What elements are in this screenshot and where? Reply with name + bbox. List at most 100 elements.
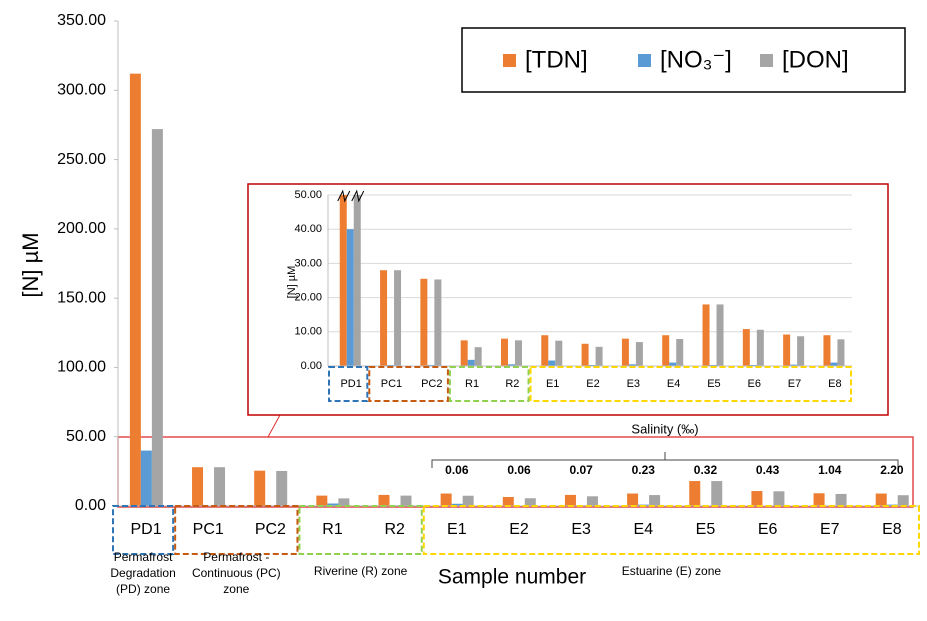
bar — [813, 493, 825, 506]
axis-break — [351, 189, 365, 203]
y-axis-label: [N] µM — [18, 232, 43, 297]
bar — [254, 470, 266, 506]
x-tick-label: PD1 — [131, 521, 162, 538]
zone-label: Permafrost -Continuous (PC) zone — [192, 550, 281, 596]
zone-label: Estuarine (E) zone — [622, 564, 722, 578]
x-tick-label: E5 — [707, 378, 720, 390]
legend-label: [DON] — [782, 46, 849, 73]
bar — [394, 270, 402, 366]
salinity-value: 0.43 — [756, 463, 780, 477]
x-tick-label: R1 — [465, 378, 479, 390]
salinity-value: 0.23 — [632, 463, 656, 477]
x-tick-label: E1 — [546, 378, 559, 390]
bar — [627, 493, 639, 506]
x-tick-label: E3 — [571, 521, 591, 538]
bar — [514, 340, 522, 366]
bar — [192, 467, 204, 506]
bar — [339, 195, 347, 367]
zone-box — [448, 366, 530, 402]
x-tick-label: E1 — [447, 521, 467, 538]
bar — [541, 335, 549, 366]
bar — [581, 343, 589, 366]
bar — [214, 467, 226, 506]
bar — [875, 493, 887, 506]
y-tick-label: 100.00 — [57, 359, 106, 376]
x-tick-label: R2 — [384, 521, 405, 538]
zone-box — [368, 366, 449, 402]
salinity-value: 0.06 — [507, 463, 531, 477]
salinity-value: 0.32 — [694, 463, 718, 477]
zoom-connector — [267, 414, 281, 438]
y-tick-label: 250.00 — [57, 151, 106, 168]
x-axis-label: Sample number — [438, 566, 586, 589]
y-tick-label: 350.00 — [57, 12, 106, 29]
x-tick-label: R1 — [322, 521, 343, 538]
x-tick-label: E7 — [788, 378, 801, 390]
bar — [595, 346, 603, 366]
bar — [635, 342, 643, 366]
bar — [502, 496, 514, 506]
legend-swatch — [638, 54, 651, 67]
bar — [507, 364, 515, 366]
y-tick-label: 30.00 — [294, 257, 322, 269]
bar — [716, 304, 724, 366]
bar — [830, 362, 838, 366]
bar — [338, 498, 350, 506]
zone-box — [298, 505, 423, 555]
bar — [797, 336, 805, 366]
bar — [346, 229, 354, 366]
bar — [327, 503, 339, 506]
bar — [467, 359, 475, 366]
bar — [621, 338, 629, 366]
inset-y-axis-label: [N] µM — [286, 266, 298, 299]
bar — [823, 335, 831, 366]
bar — [353, 195, 361, 366]
bar — [709, 364, 717, 366]
bar — [702, 304, 710, 366]
y-tick-label: 50.00 — [294, 189, 322, 201]
bar — [276, 470, 288, 506]
bar — [387, 364, 395, 366]
bar — [711, 481, 723, 506]
x-tick-label: E6 — [747, 378, 760, 390]
bar — [440, 493, 452, 506]
bar — [378, 494, 390, 506]
axis-break — [337, 189, 351, 203]
y-tick-label: 50.00 — [66, 428, 106, 445]
bar — [434, 279, 442, 366]
x-tick-label: E3 — [627, 378, 640, 390]
x-tick-label: E6 — [758, 521, 778, 538]
bars — [129, 73, 909, 507]
zone-box — [174, 505, 299, 555]
bar — [628, 364, 636, 366]
bar — [151, 129, 163, 507]
bar — [380, 270, 388, 366]
x-tick-label: PC1 — [193, 521, 224, 538]
salinity-value: 1.04 — [818, 463, 842, 477]
legend-label: [TDN] — [525, 46, 588, 73]
x-tick-label: E4 — [667, 378, 680, 390]
bar — [140, 450, 152, 506]
bar — [897, 495, 909, 506]
bar — [676, 338, 684, 366]
x-tick-label: E8 — [828, 378, 841, 390]
zone-box — [328, 366, 369, 402]
salinity-label: Salinity (‰) — [631, 421, 698, 436]
x-tick-label: E7 — [820, 521, 840, 538]
bar — [451, 503, 463, 506]
bar — [749, 364, 757, 366]
bars — [339, 195, 845, 367]
bar — [837, 339, 845, 366]
bar — [474, 347, 482, 366]
x-tick-label: E2 — [509, 521, 529, 538]
y-tick-label: 0.00 — [75, 497, 106, 514]
y-tick-label: 150.00 — [57, 289, 106, 306]
y-tick-label: 20.00 — [294, 292, 322, 304]
bar — [586, 496, 598, 506]
salinity-value: 0.06 — [445, 463, 469, 477]
bar — [427, 364, 435, 366]
bar — [689, 481, 701, 506]
bar — [783, 334, 791, 366]
bar — [500, 338, 508, 366]
